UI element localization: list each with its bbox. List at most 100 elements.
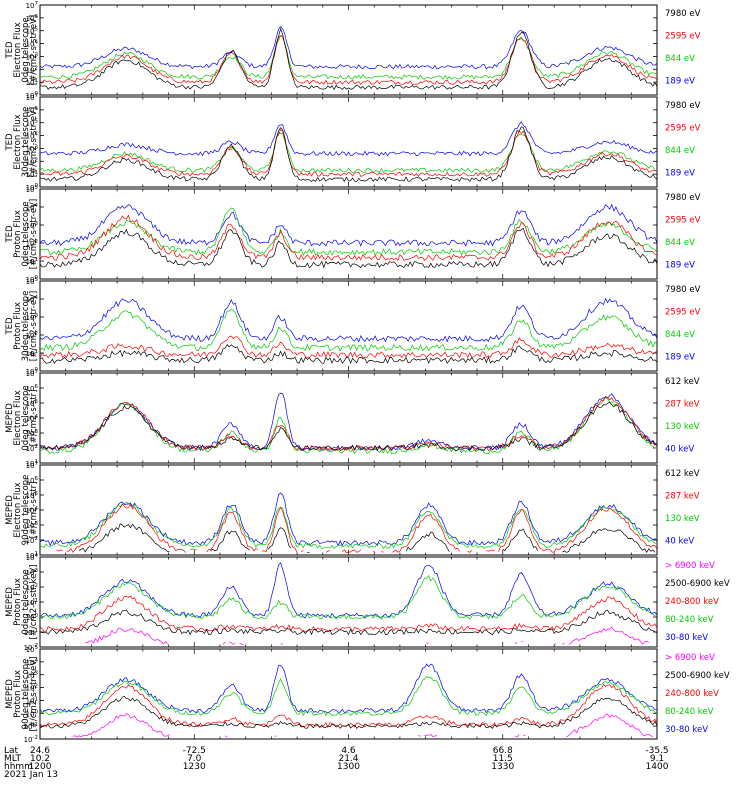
y-tick-label: 101 [26,78,38,87]
y-tick-exponent: 5 [35,277,39,283]
y-tick-exponent: 0 [35,183,39,189]
legend-entry: 189 eV [665,169,695,179]
y-label-line: MEPED [5,495,15,525]
x-row-label: hhmm [4,762,33,772]
series-line-40-kev [40,492,657,547]
y-tick-label: 106 [26,106,39,115]
y-label-line: 0deg telescope [21,569,31,634]
y-tick-exponent: 3 [35,313,39,319]
y-tick-label: 103 [26,429,39,438]
legend-entry: 80-240 keV [665,615,714,625]
series-line-844-ev [40,35,657,80]
panel-y-label: TEDProton Flux30deg telescope[#/cm2-s-st… [5,291,39,362]
y-tick-exponent: 0 [35,613,39,619]
y-label-line: [#/cm2-s-str-eV] [29,291,39,361]
x-axis-table: Lat 24.6 -72.5 4.6 66.8 -35.5 MLT 10.2 7.0 21.4 11… [4,746,669,780]
y-label-line: [#/cm2-s-str-eV] [29,199,39,269]
series-line-240-800-kev [40,595,657,633]
y-tick-exponent: 4 [35,132,39,138]
legend-entry: 844 eV [665,238,695,248]
y-label-line: TED [5,41,15,60]
y-label-line: MEPED [5,587,15,617]
series-line-2595-ev [40,335,657,359]
y-tick-label: 104 [26,132,39,141]
y-tick-label: 104 [26,295,39,304]
y-label-line: Electron Flux [13,22,23,77]
legend-entry: 612 keV [665,377,700,387]
legend-entry: 7980 eV [665,193,701,203]
legend-entry: 130 keV [665,422,700,432]
y-label-line: Proton Flux [13,578,23,626]
y-tick-exponent: 1 [35,598,39,604]
y-tick-label: 105 [26,119,39,128]
y-tick-exponent: 5 [35,185,39,191]
y-tick-label: 104 [26,203,39,212]
y-tick-exponent: 4 [35,40,39,46]
y-tick-label: 106 [26,384,39,393]
y-tick-label: 104 [26,414,39,423]
y-tick-label: 107 [26,1,39,10]
y-tick-label: 105 [26,399,39,408]
panel-frame [39,96,658,188]
y-tick-label: 104 [26,40,39,49]
y-tick-label: 102 [26,444,38,453]
y-tick-exponent: 3 [35,52,39,58]
legend-entry: 287 keV [665,492,700,502]
y-tick-exponent: 1 [35,78,39,84]
legend-entry: 30-80 keV [665,633,708,643]
series-line-844-ev [40,131,657,173]
y-tick-exponent: -2 [33,735,38,741]
series-line-7980-ev [40,126,657,183]
y-tick-label: 10-1 [24,628,38,637]
y-tick-exponent: 7 [35,93,39,99]
y-tick-label: 104 [26,658,39,667]
series-line-7980-ev [40,344,657,365]
y-label-line: 30deg telescope [21,291,31,362]
legend-entry: 240-800 keV [665,597,719,607]
x-row-value: 7.0 [187,754,202,764]
y-label-line: Proton Flux [13,302,23,350]
y-tick-label: 100 [26,91,39,100]
series-line-189-ev [40,26,657,70]
x-row-value: 1330 [491,762,514,772]
y-label-line: 0deg telescope [21,17,31,82]
series-line-80-240-kev [40,676,657,717]
series-line-2500-6900-kev [40,609,657,636]
y-tick-label: 105 [26,277,39,286]
y-tick-label: 10-2 [24,735,38,744]
legend-entry: 40 keV [665,445,694,455]
legend-entry: 7980 eV [665,101,701,111]
series-line-612-kev [40,401,657,452]
series-line-130-kev [40,397,657,455]
y-tick-label: 103 [26,521,39,530]
y-label-line: TED [5,133,15,152]
panel-y-label: MEPEDProton Flux0deg telescope[#/cm2-s-s… [5,565,39,640]
series-line-612-kev [78,523,656,553]
x-row-label: Lat [4,746,19,756]
y-tick-label: 103 [26,144,39,153]
y-label-line: Electron Flux [13,114,23,169]
y-tick-label: 102 [26,239,38,248]
legend-entry: 7980 eV [665,285,701,295]
y-tick-exponent: 2 [35,331,39,337]
y-label-line: 0deg telescope [21,201,31,266]
y-tick-exponent: 0 [35,91,39,97]
y-label-line: 90deg telescope [21,475,31,546]
series-line--6900-kev [72,713,654,738]
legend-entry: > 6900 keV [665,653,715,663]
panel-y-label: MEPEDProton Flux90deg telescope[#/cm2-s-… [5,657,39,732]
y-label-line: TED [5,225,15,244]
y-tick-exponent: 2 [35,536,39,542]
y-tick-label: 101 [26,551,38,560]
series-line-189-ev [40,121,657,157]
y-tick-exponent: 5 [35,27,39,33]
y-tick-label: 107 [26,369,39,378]
y-tick-exponent: 7 [35,369,39,375]
y-label-line: 90deg telescope [21,659,31,730]
y-tick-label: 102 [26,331,38,340]
x-row-value: 1230 [183,762,206,772]
